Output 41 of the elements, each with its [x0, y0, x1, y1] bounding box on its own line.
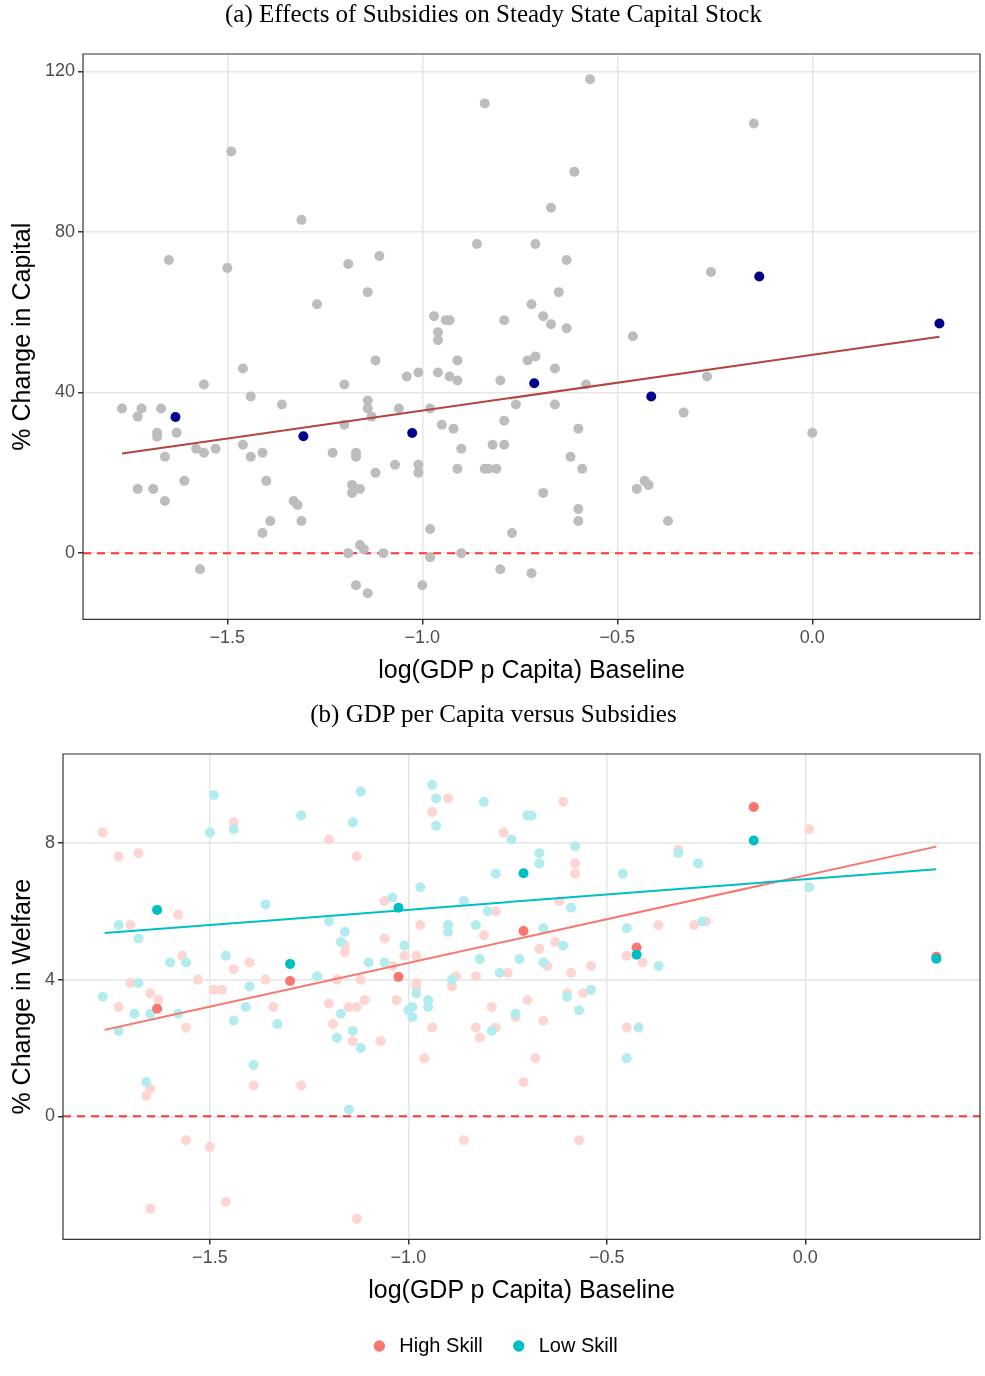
y-tick-label: 8 — [45, 831, 56, 852]
point — [152, 1003, 163, 1014]
legend-label: High Skill — [399, 1333, 483, 1356]
y-axis-title: % Change in Welfare — [6, 878, 35, 1115]
y-tick-label: 80 — [55, 220, 76, 241]
y-tick-label: 0 — [65, 542, 76, 563]
y-tick-label: 4 — [45, 968, 56, 989]
point — [407, 428, 418, 439]
point — [298, 431, 309, 442]
x-tick-label: 0.0 — [799, 627, 825, 648]
point — [646, 391, 657, 402]
x-tick-label: −0.5 — [599, 627, 636, 648]
point — [748, 801, 759, 812]
point — [285, 958, 296, 969]
point — [518, 926, 529, 937]
point — [285, 975, 296, 986]
x-tick-label: −0.5 — [589, 1247, 625, 1268]
point — [393, 971, 404, 982]
x-tick-label: −1.0 — [404, 627, 441, 648]
point — [748, 835, 759, 846]
x-axis-title: log(GDP p Capita) Baseline — [368, 1274, 675, 1303]
point — [754, 271, 765, 282]
x-axis-title: log(GDP p Capita) Baseline — [378, 654, 685, 683]
legend-label: Low Skill — [538, 1333, 618, 1356]
chart-title: (b) GDP per Capita versus Subsidies — [310, 699, 677, 728]
x-tick-label: −1.5 — [192, 1247, 228, 1268]
point — [170, 412, 181, 423]
y-tick-label: 40 — [55, 381, 76, 402]
y-axis-title: % Change in Capital — [6, 222, 35, 451]
y-tick-label: 0 — [45, 1105, 56, 1126]
x-tick-label: 0.0 — [792, 1247, 818, 1268]
point — [518, 868, 529, 879]
chart-title: (a) Effects of Subsidies on Steady State Capital Stock — [225, 0, 763, 28]
point — [393, 902, 404, 913]
point — [631, 949, 642, 960]
x-tick-label: −1.5 — [209, 627, 246, 648]
y-tick-label: 120 — [44, 60, 76, 81]
point — [934, 318, 945, 329]
x-tick-label: −1.0 — [390, 1247, 427, 1268]
point — [529, 378, 540, 389]
point — [152, 904, 163, 915]
